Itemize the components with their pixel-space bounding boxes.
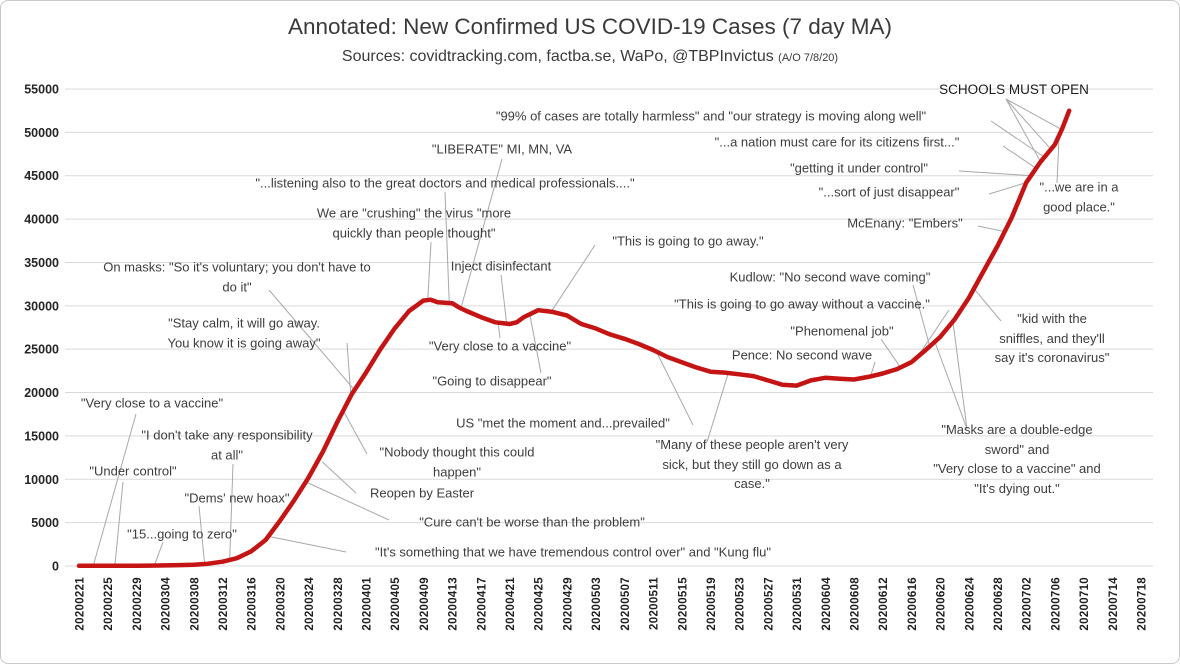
annotation-leader-line (916, 309, 950, 358)
annotation-leader-line (550, 244, 596, 313)
annotation-leader-line (990, 120, 1046, 158)
annotation-leader-line (988, 182, 1027, 195)
x-tick-label: 20200409 (419, 577, 431, 631)
y-tick-label: 50000 (24, 126, 59, 140)
annotation-leader-line (706, 372, 729, 443)
x-tick-label: 20200324 (304, 577, 316, 631)
x-tick-label: 20200316 (247, 577, 259, 631)
y-tick-label: 20000 (24, 386, 59, 400)
chart-sources: Sources: covidtracking.com, factba.se, W… (341, 48, 774, 65)
x-tick-label: 20200429 (562, 577, 574, 631)
chart-subtitle: Sources: covidtracking.com, factba.se, W… (1, 48, 1179, 66)
x-tick-label: 20200515 (677, 577, 689, 631)
x-tick-label: 20200604 (821, 577, 833, 631)
x-tick-label: 20200620 (936, 577, 948, 631)
y-tick-label: 55000 (24, 83, 59, 97)
x-tick-label: 20200413 (448, 577, 460, 631)
annotation-leader-line (460, 158, 503, 309)
x-tick-label: 20200507 (620, 577, 632, 631)
x-tick-label: 20200229 (132, 577, 144, 631)
annotation-leader-line (198, 505, 206, 564)
chart-asof-date: (A/O 7/8/20) (778, 52, 839, 64)
covid-cases-series-line (76, 108, 1072, 569)
x-tick-label: 20200624 (964, 577, 976, 631)
x-tick-label: 20200503 (591, 577, 603, 631)
annotation-leader-line (497, 322, 501, 339)
x-tick-label: 20200608 (849, 577, 861, 631)
y-tick-label: 30000 (24, 299, 59, 313)
annotation-leader-line (305, 481, 390, 521)
x-tick-label: 20200312 (218, 577, 230, 631)
annotation-leader-line (153, 541, 164, 566)
x-tick-label: 20200320 (275, 577, 287, 631)
annotation-leader-line (977, 225, 1007, 233)
x-tick-label: 20200221 (75, 577, 87, 631)
x-tick-label: 20200710 (1079, 577, 1091, 631)
x-tick-label: 20200308 (189, 577, 201, 631)
x-tick-label: 20200405 (390, 577, 402, 631)
annotation-leader-line (1005, 98, 1052, 151)
annotation-leader-line (229, 463, 234, 560)
y-tick-label: 5000 (31, 516, 59, 530)
x-tick-label: 20200616 (907, 577, 919, 631)
annotation-leader-line (958, 170, 1032, 177)
annotation-leader-line (934, 342, 968, 430)
annotation-leader-line (952, 322, 968, 430)
y-tick-label: 0 (52, 560, 59, 574)
annotation-leader-line (912, 284, 931, 348)
annotation-leader-line (343, 411, 368, 455)
annotation-leader-line (1056, 134, 1060, 184)
chart-title: Annotated: New Confirmed US COVID-19 Cas… (288, 14, 892, 39)
x-tick-label: 20200417 (476, 577, 488, 631)
x-tick-label: 20200304 (161, 577, 173, 631)
y-tick-label: 15000 (24, 429, 59, 443)
y-tick-label: 45000 (24, 169, 59, 183)
x-tick-label: 20200328 (333, 577, 345, 631)
x-tick-label: 20200421 (505, 577, 517, 631)
annotation-leader-line (974, 289, 1002, 322)
annotation-leader-line (529, 313, 542, 374)
x-tick-label: 20200706 (1050, 577, 1062, 631)
x-tick-label: 20200523 (735, 577, 747, 631)
annotation-leader-line (1005, 98, 1041, 163)
y-tick-label: 10000 (24, 473, 59, 487)
annotation-leader-line (269, 536, 347, 553)
annotation-leader-line (1005, 98, 1063, 131)
annotation-leader-line (655, 350, 694, 426)
annotation-leader-line (92, 413, 137, 566)
annotation-leader-line (500, 274, 508, 324)
x-tick-label: 20200702 (1022, 577, 1034, 631)
x-tick-label: 20200425 (534, 577, 546, 631)
x-tick-label: 20200527 (763, 577, 775, 631)
y-tick-label: 40000 (24, 213, 59, 227)
x-tick-label: 20200628 (993, 577, 1005, 631)
x-tick-label: 20200718 (1137, 577, 1149, 631)
annotation-leader-line (444, 191, 450, 304)
annotation-leader-line (880, 338, 902, 368)
x-tick-label: 20200531 (792, 577, 804, 631)
annotation-leader-line (1002, 145, 1038, 170)
x-tick-label: 20200612 (878, 577, 890, 631)
annotation-leader-line (346, 342, 352, 397)
y-tick-label: 25000 (24, 343, 59, 357)
annotation-leader-line (321, 461, 357, 494)
y-tick-label: 35000 (24, 256, 59, 270)
annotation-leader-line (427, 241, 432, 301)
x-tick-label: 20200714 (1108, 577, 1120, 631)
x-tick-label: 20200511 (649, 577, 661, 630)
x-tick-label: 20200519 (706, 577, 718, 631)
annotation-leader-line (268, 289, 357, 393)
x-tick-label: 20200225 (103, 577, 115, 631)
annotation-leader-line (114, 481, 124, 566)
x-tick-label: 20200401 (362, 577, 374, 631)
